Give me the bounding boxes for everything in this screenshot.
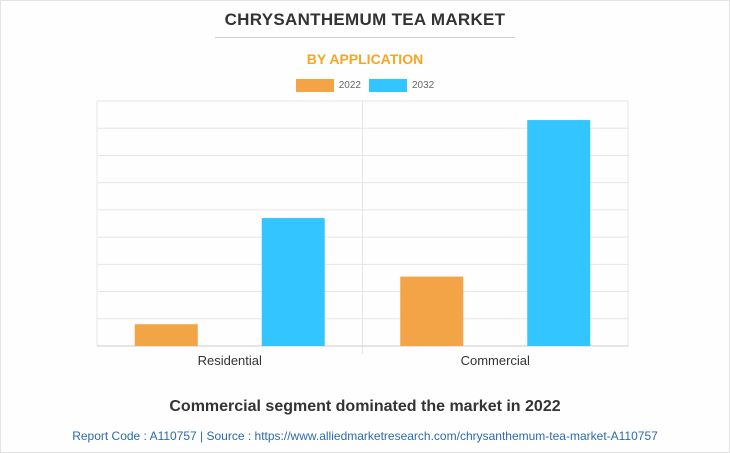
legend-swatch-2032: [369, 79, 407, 92]
chart-headline: Commercial segment dominated the market …: [169, 398, 561, 415]
bar-commercial-2022: [400, 276, 464, 346]
x-tick-label-residential: Residential: [198, 353, 262, 368]
title-divider: [215, 37, 515, 38]
legend-label-2022: 2022: [338, 80, 361, 91]
x-tick-label-commercial: Commercial: [461, 353, 530, 368]
legend-swatch-2022: [295, 79, 334, 92]
legend: 2022 2032: [0, 79, 730, 92]
legend-label-2032: 2032: [412, 80, 435, 91]
source-footer: Report Code : A110757 | Source : https:/…: [72, 429, 658, 443]
legend-item-2032[interactable]: 2032: [369, 79, 434, 92]
bar-residential-2022: [134, 324, 198, 346]
chart-subtitle: BY APPLICATION: [306, 51, 424, 67]
bar-commercial-2032: [527, 120, 591, 346]
bar-residential-2032: [261, 218, 325, 346]
legend-item-2022[interactable]: 2022: [295, 79, 361, 92]
chart-title: CHRYSANTHEMUM TEA MARKET: [224, 10, 506, 29]
